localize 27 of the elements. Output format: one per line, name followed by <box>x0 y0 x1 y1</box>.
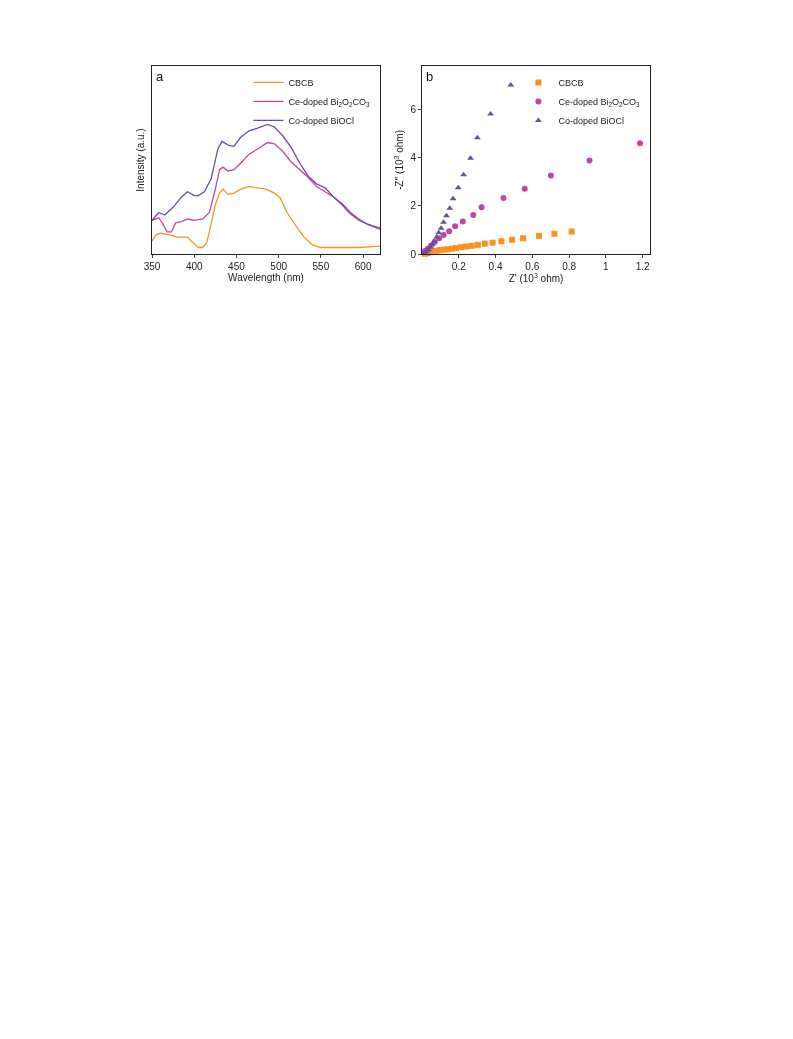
x-tick-label: 0.2 <box>451 261 467 272</box>
x-tick-label: 0.8 <box>562 261 577 272</box>
legend-label: Co-doped BiOCl <box>558 115 624 126</box>
x-tick-label: 500 <box>270 261 288 272</box>
y-tick-label: 6 <box>410 103 417 115</box>
x-axis-title: Z' (10$^{3}$ ohm) <box>508 272 564 285</box>
text: a <box>156 69 164 84</box>
x-tick-label: 400 <box>185 261 203 272</box>
legend-label: CBCB <box>288 77 314 88</box>
x-tick-label: 450 <box>228 261 246 272</box>
legend-label: CBCB <box>558 77 584 88</box>
legend-label: Co-doped BiOCl <box>288 115 354 126</box>
x-tick-label: 350 <box>143 261 161 272</box>
x-axis-title: Wavelength (nm) <box>228 272 304 283</box>
x-tick-label: 600 <box>354 261 372 272</box>
x-tick-label: 1.2 <box>635 261 651 272</box>
y-axis-title: Intensity (a.u.) <box>135 128 146 192</box>
legend-label: Ce-doped Bi$_{2}$O$_{2}$CO$_{3}$ <box>558 96 641 108</box>
legend-label: Ce-doped Bi$_{2}$O$_{2}$CO$_{3}$ <box>288 96 371 108</box>
x-tick-label: 0.6 <box>525 261 540 272</box>
y-tick-label: 2 <box>410 200 417 212</box>
y-tick-label: 4 <box>410 152 417 164</box>
annotation: b <box>426 69 434 84</box>
x-tick-label: 1 <box>603 261 610 272</box>
y-tick-label: 0 <box>410 248 417 260</box>
x-tick-label: 550 <box>312 261 330 272</box>
x-tick-label: 0.4 <box>488 261 503 272</box>
